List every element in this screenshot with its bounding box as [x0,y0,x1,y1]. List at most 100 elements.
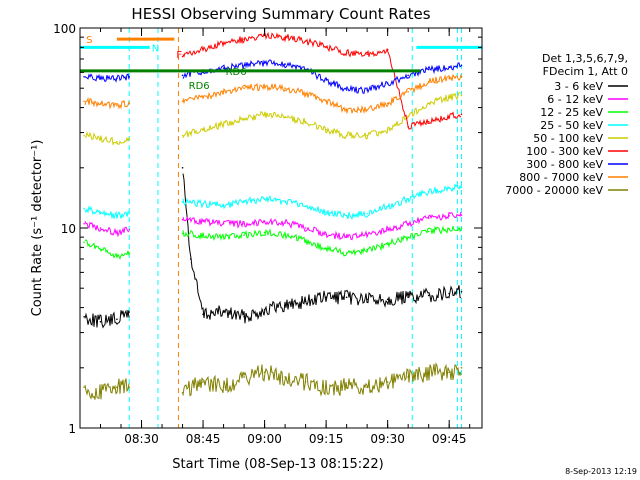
y-tick-label: 1 [68,422,76,436]
data-point [83,222,85,225]
data-point [345,52,348,54]
x-tick-label: 09:45 [432,432,467,446]
data-point [99,227,102,229]
data-point [284,376,286,378]
data-point [83,386,85,388]
data-point [116,215,118,217]
series-7 [83,73,463,115]
data-point [284,87,286,90]
data-point [407,197,409,200]
annotations: S N F RD6 RD6 [86,35,246,92]
data-point [460,113,463,116]
series-line [84,378,130,400]
data-point [386,205,389,208]
data-point [448,77,450,80]
legend-label: 50 - 100 keV [533,132,603,145]
annotation-label: RD6 [189,81,210,92]
legend: Det 1,3,5,6,7,9,FDecim 1, Att 0 3 - 6 keV… [505,52,628,197]
y-tick-label: 100 [53,22,76,36]
data-point [284,200,286,203]
annotation-label: F [176,50,182,61]
data-point [222,222,225,225]
data-point [345,252,348,254]
x-tick-label: 08:30 [124,432,159,446]
data-point [243,376,245,378]
series-line [182,183,462,220]
data-point [99,248,102,251]
series-line [84,239,130,260]
data-point [427,294,430,297]
data-point [448,96,450,99]
data-point [128,252,131,254]
data-point [284,36,286,38]
data-point [181,134,184,137]
data-point [83,315,85,318]
series-line [84,205,130,219]
data-point [427,190,430,193]
data-point [448,65,450,68]
data-point [386,82,389,84]
data-point [222,236,225,238]
series-2 [83,225,463,260]
data-point [325,100,327,103]
data-point [263,85,266,88]
data-point [407,74,409,77]
data-point [304,120,307,123]
annotation-label: S [86,35,92,46]
data-point [304,227,307,229]
data-point [325,46,327,49]
data-point [460,214,463,216]
data-point [304,300,307,303]
data-point [407,296,409,299]
series-8 [83,362,463,400]
data-point [427,80,430,83]
series-line [182,73,462,115]
x-tick-label: 09:30 [370,432,405,446]
x-tick-label: 08:45 [186,432,221,446]
annotation-label: RD6 [226,67,247,78]
x-tick-label: 09:00 [247,432,282,446]
data-point [189,258,192,260]
data-point [181,201,184,203]
series-line [182,173,462,324]
data-point [427,230,430,233]
data-point [116,77,118,80]
data-point [345,236,348,238]
data-point [284,115,286,118]
data-point [116,255,118,258]
series-6 [83,59,463,94]
data-point [448,292,450,295]
data-point [116,318,118,320]
data-point [407,115,409,118]
data-point [407,236,409,238]
legend-label: 6 - 12 keV [547,93,603,106]
data-point [128,102,131,105]
data-point [366,134,368,137]
data-point [83,76,85,78]
data-point [128,386,131,388]
data-point [116,231,118,234]
data-point [448,215,450,217]
data-point [243,118,245,120]
data-point [325,211,327,213]
data-point [99,320,102,323]
data-point [345,89,348,91]
data-point [222,123,225,126]
data-point [386,48,389,51]
series-line [182,362,462,397]
data-point [99,211,102,213]
flag-bars [80,37,482,73]
legend-label: 100 - 300 keV [526,145,603,158]
data-point [345,296,348,299]
data-point [222,204,225,207]
data-point [427,371,430,374]
series-line [182,211,462,241]
series-line [84,73,130,83]
series-line [84,309,130,329]
data-point [325,247,327,250]
data-point [427,68,430,71]
data-point [366,298,368,301]
data-point [448,115,450,118]
data-point [460,64,463,67]
data-point [448,187,450,190]
